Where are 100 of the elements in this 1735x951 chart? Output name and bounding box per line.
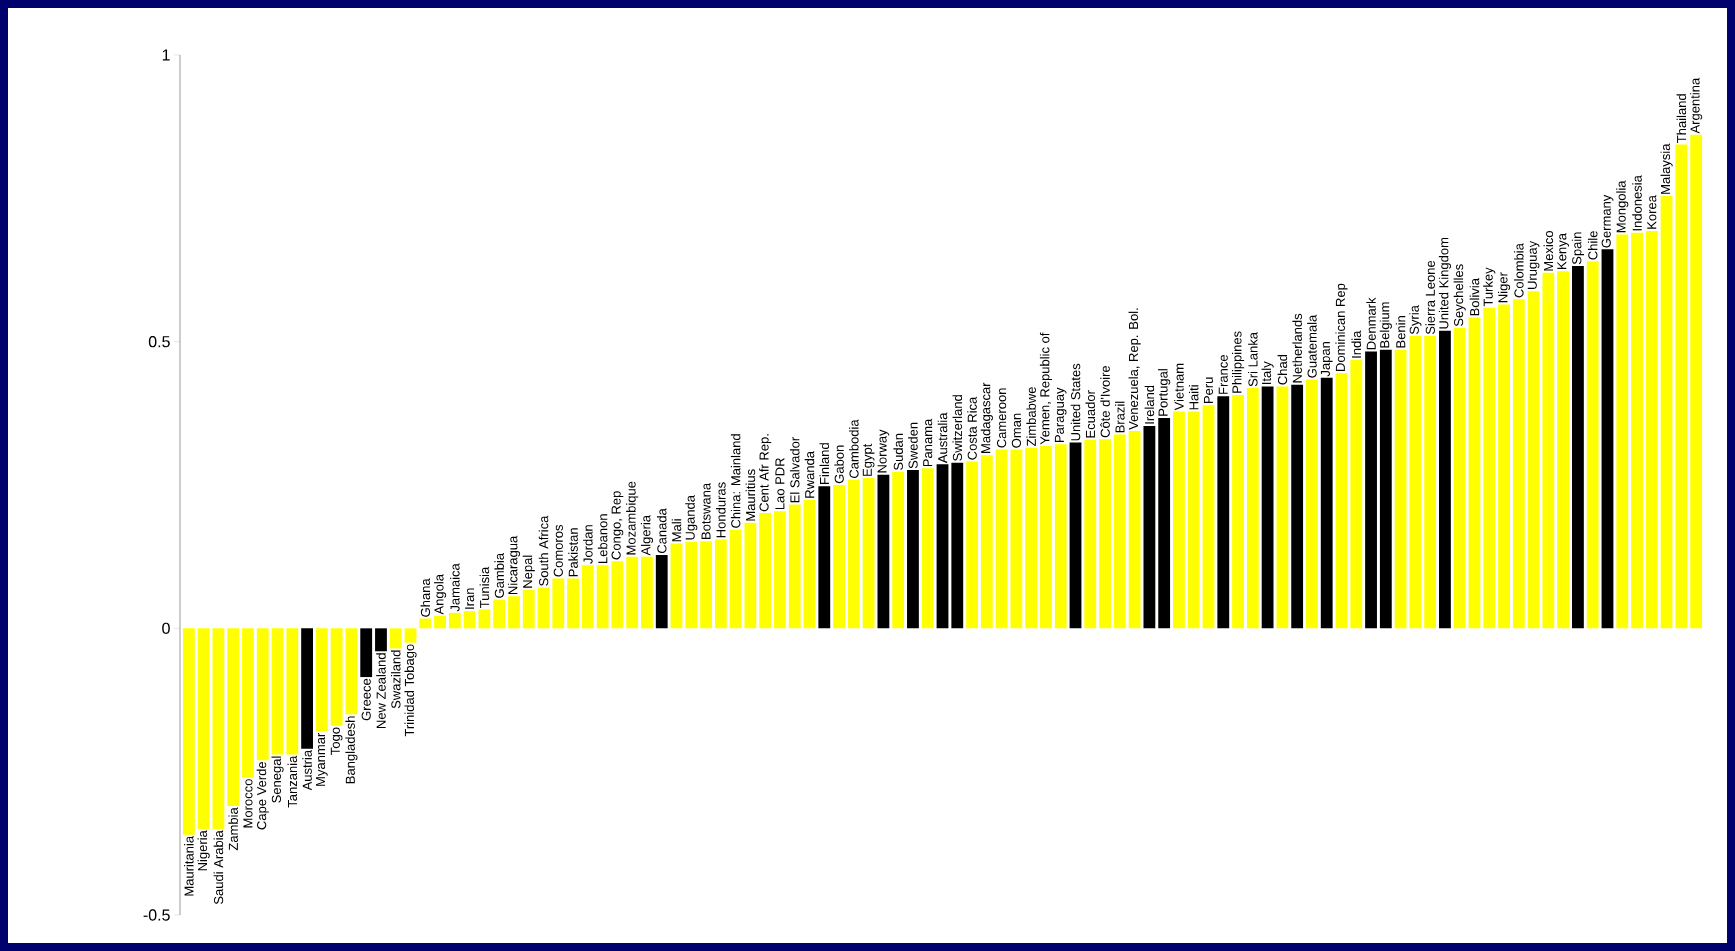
bar	[1040, 446, 1052, 629]
x-tick-label: Rwanda	[804, 451, 815, 498]
x-tick-label: Côte d'Ivoire	[1100, 365, 1110, 438]
bar	[685, 541, 698, 629]
bar	[448, 612, 461, 629]
x-tick-label: Chad	[1277, 354, 1288, 385]
bar	[877, 474, 890, 629]
x-tick-label: Zimbabwe	[1026, 387, 1036, 447]
bar	[478, 609, 491, 629]
x-tick-label: Sweden	[908, 422, 918, 469]
bar	[345, 628, 358, 715]
x-tick-label: Guatemala	[1307, 314, 1317, 378]
bar	[1335, 373, 1348, 629]
bar	[921, 468, 934, 629]
bar	[1690, 134, 1703, 629]
bar	[1291, 384, 1304, 629]
x-tick-label: Cameroon	[997, 388, 1007, 448]
bar	[360, 628, 373, 678]
x-tick-label: Panama	[923, 418, 933, 467]
bar	[242, 628, 254, 778]
x-tick-label: Uruguay	[1527, 240, 1540, 290]
x-tick-label: Portugal	[1158, 369, 1171, 416]
x-tick-label: Sudan	[893, 433, 903, 471]
bar	[936, 464, 949, 629]
bar	[892, 471, 905, 629]
bar	[1645, 231, 1658, 629]
bar	[1276, 386, 1289, 629]
bar	[552, 578, 565, 629]
x-tick-label: Sierra Leone	[1425, 260, 1435, 335]
x-tick-label: Mozambique	[626, 481, 639, 555]
bar	[1660, 196, 1673, 629]
x-tick-label: Senegal	[271, 756, 284, 803]
bar	[197, 628, 210, 829]
x-tick-label: Malaysia	[1660, 143, 1673, 194]
x-tick-label: Argentina	[1690, 77, 1703, 134]
bar	[611, 561, 624, 629]
x-tick-label: Cape Verde	[256, 761, 269, 830]
bar	[1409, 335, 1422, 629]
x-tick-label: New Zealand	[376, 653, 386, 728]
x-tick-label: Cambodia	[849, 419, 859, 478]
x-tick-label: Comoros	[553, 524, 563, 577]
x-tick-label: Costa Rica	[967, 396, 977, 460]
x-tick-label: India	[1351, 330, 1362, 358]
x-tick-label: Vietnam	[1174, 363, 1184, 411]
bar	[1616, 234, 1629, 629]
x-tick-label: Finland	[819, 443, 830, 484]
x-tick-label: Mali	[671, 519, 682, 542]
bar	[1439, 330, 1451, 629]
x-tick-label: Oman	[1011, 413, 1021, 448]
x-tick-label: Mongolia	[1616, 180, 1629, 233]
y-tick-label: 0.5	[148, 336, 170, 348]
x-tick-label: Switzerland	[952, 395, 963, 461]
bar	[700, 541, 712, 629]
bar	[1542, 272, 1555, 629]
bar	[1128, 431, 1141, 629]
x-tick-label: Angola	[434, 574, 447, 615]
x-tick-label: Korea	[1647, 195, 1657, 229]
bar	[375, 628, 387, 652]
x-tick-label: Trinidad Tobago	[404, 644, 417, 737]
x-tick-label: Pakistan	[568, 528, 578, 577]
x-tick-label: El Salvador	[789, 437, 800, 503]
bar	[670, 543, 683, 629]
bar	[1320, 377, 1333, 629]
bar	[744, 522, 757, 629]
bar	[862, 478, 875, 629]
bar	[995, 449, 1008, 629]
bar	[1187, 411, 1200, 629]
x-tick-label: Colombia	[1514, 243, 1524, 298]
x-tick-label: Uganda	[685, 495, 698, 540]
x-tick-label: Thailand	[1676, 94, 1687, 143]
bar	[833, 485, 845, 629]
y-tick-label: -0.5	[143, 909, 170, 921]
bar	[271, 628, 284, 755]
bar	[1158, 417, 1171, 629]
x-tick-label: Spain	[1571, 232, 1584, 265]
bar	[256, 628, 269, 761]
x-tick-label: Denmark	[1366, 297, 1376, 350]
x-tick-label: Germany	[1601, 194, 1614, 248]
bar	[655, 554, 668, 629]
bar	[803, 499, 816, 629]
x-tick-label: Belgium	[1379, 302, 1392, 348]
x-tick-label: Ghana	[420, 578, 431, 617]
bar	[714, 539, 727, 629]
bar	[1173, 411, 1185, 629]
x-tick-label: Netherlands	[1292, 313, 1302, 383]
bar	[463, 611, 476, 629]
x-tick-label: Turkey	[1483, 267, 1496, 307]
x-tick-label: Bangladesh	[345, 716, 358, 784]
bar	[330, 628, 343, 726]
x-tick-label: Ireland	[1144, 385, 1155, 424]
x-tick-label: Zambia	[228, 807, 238, 851]
x-tick-label: Venezuela, Rep. Bol.	[1128, 308, 1141, 430]
bar	[1306, 379, 1318, 629]
x-tick-label: Italy	[1261, 361, 1274, 384]
x-tick-label: China: Mainland	[730, 434, 741, 528]
x-tick-label: Nepal	[522, 555, 535, 588]
bar	[1025, 447, 1038, 629]
x-tick-label: Ecuador	[1085, 390, 1096, 438]
x-tick-label: Indonesia	[1632, 175, 1642, 231]
bar	[951, 462, 964, 629]
